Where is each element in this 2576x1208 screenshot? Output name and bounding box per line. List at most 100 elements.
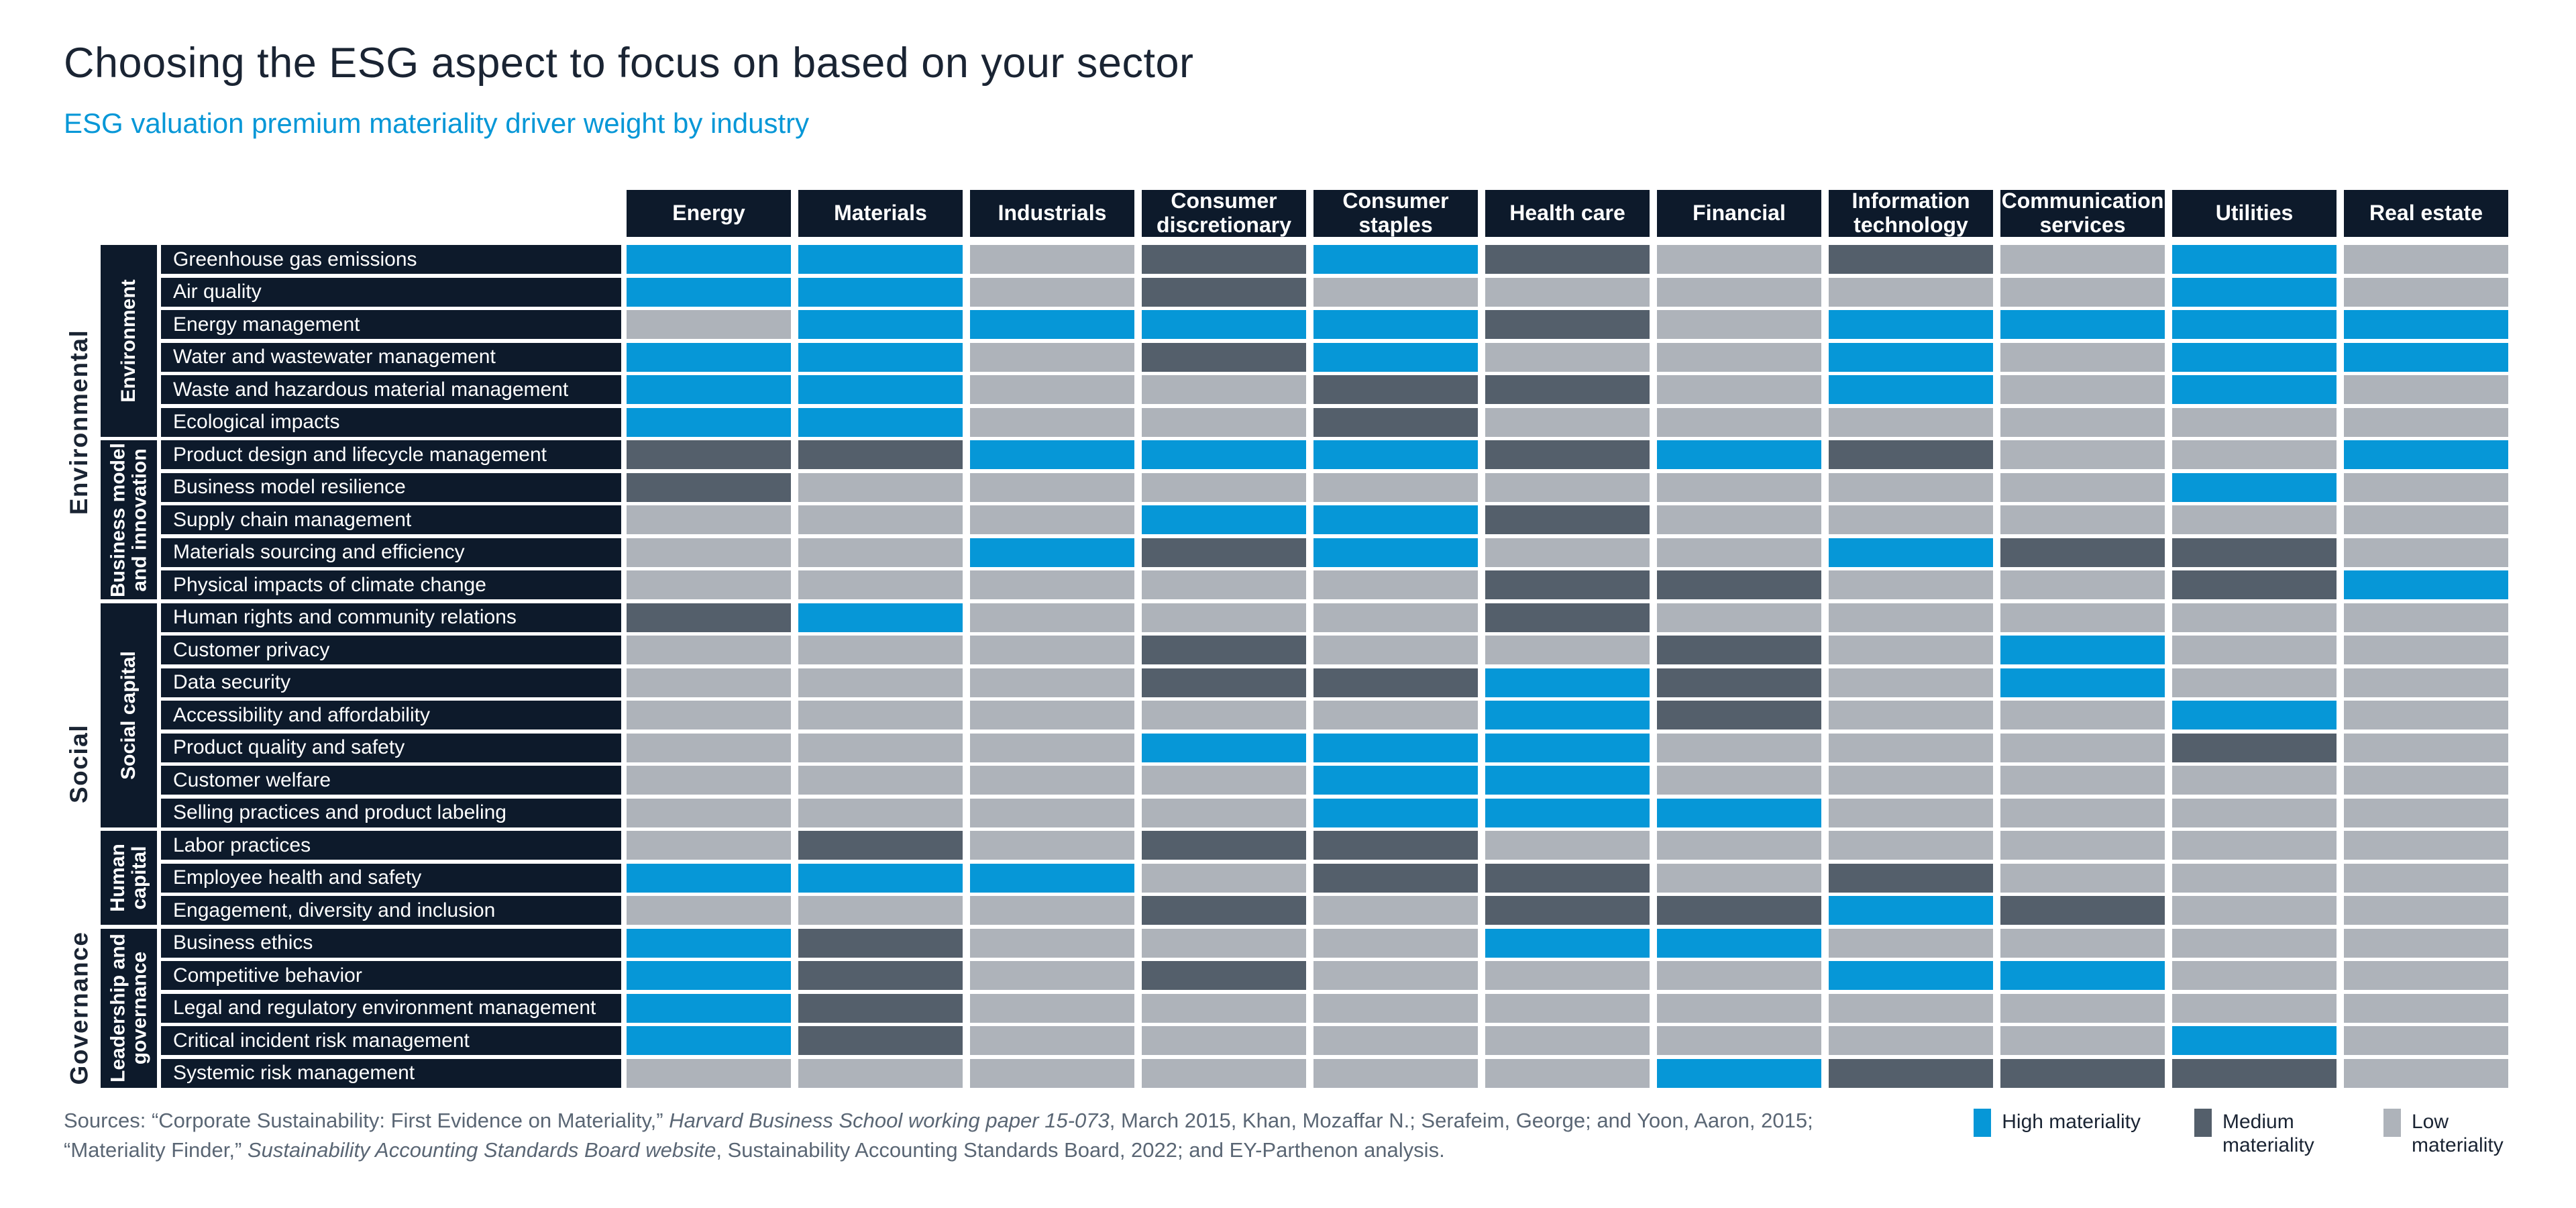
matrix-cell	[2172, 472, 2337, 502]
row-label: Labor practices	[161, 831, 621, 860]
matrix-cell	[2000, 342, 2165, 372]
matrix-cell	[1313, 831, 1478, 860]
sources-segment: Harvard Business School working paper 15…	[669, 1109, 1110, 1132]
matrix-cell	[798, 668, 963, 697]
matrix-cell	[1142, 342, 1306, 372]
row-label: Selling practices and product labeling	[161, 798, 621, 827]
legend-item-medium: Medium materiality	[2194, 1109, 2330, 1158]
matrix-cell	[627, 1058, 791, 1088]
matrix-cell	[1657, 831, 1821, 860]
matrix-cell	[2000, 636, 2165, 664]
matrix-cell	[1485, 863, 1650, 893]
matrix-cell	[1142, 766, 1306, 795]
footer: Sources: “Corporate Sustainability: Firs…	[64, 1106, 2519, 1165]
matrix-cell	[627, 993, 791, 1023]
matrix-cell	[1142, 538, 1306, 567]
matrix-cell	[2172, 1058, 2337, 1088]
matrix-cell	[1829, 277, 1993, 307]
matrix-cell	[1142, 245, 1306, 274]
row-label: Employee health and safety	[161, 863, 621, 893]
matrix-cell	[627, 505, 791, 534]
matrix-cell	[1485, 896, 1650, 925]
sources-segment: , March 2015, Khan, Mozaffar N.; Serafei…	[64, 1109, 1813, 1162]
matrix-cell	[1313, 798, 1478, 827]
matrix-cell	[1657, 863, 1821, 893]
matrix-cell	[798, 636, 963, 664]
matrix-cell	[1485, 993, 1650, 1023]
matrix-cell	[1829, 896, 1993, 925]
matrix-cell	[970, 538, 1134, 567]
matrix-cell	[1485, 1058, 1650, 1088]
row-label: Energy management	[161, 310, 621, 339]
matrix-cell	[970, 961, 1134, 990]
matrix-cell	[970, 505, 1134, 534]
matrix-cell	[2000, 472, 2165, 502]
matrix-cell	[970, 701, 1134, 729]
pillar-label: Governance	[65, 931, 93, 1085]
matrix-cell	[1142, 733, 1306, 762]
matrix-cell	[1142, 701, 1306, 729]
matrix-cell	[1829, 1026, 1993, 1055]
matrix-cell	[1142, 668, 1306, 697]
matrix-cell	[970, 733, 1134, 762]
matrix-cell	[2172, 277, 2337, 307]
matrix-cell	[2172, 407, 2337, 437]
matrix-cell	[1829, 733, 1993, 762]
matrix-cell	[627, 245, 791, 274]
matrix-cell	[2344, 342, 2508, 372]
matrix-cell	[1313, 375, 1478, 404]
matrix-cell	[798, 928, 963, 958]
matrix-cell	[1657, 472, 1821, 502]
matrix-cell	[1657, 961, 1821, 990]
column-header: Information technology	[1829, 189, 1993, 237]
matrix-cell	[2344, 505, 2508, 534]
pillar-box: Environmental	[60, 245, 98, 599]
matrix-cell	[1829, 472, 1993, 502]
matrix-cell	[798, 310, 963, 339]
matrix-cell	[1485, 766, 1650, 795]
matrix-cell	[1829, 505, 1993, 534]
matrix-cell	[627, 896, 791, 925]
matrix-cell	[1657, 570, 1821, 599]
matrix-cell	[970, 1026, 1134, 1055]
matrix-cell	[2000, 277, 2165, 307]
matrix-cell	[798, 733, 963, 762]
matrix-cell	[1485, 733, 1650, 762]
matrix-cell	[2172, 440, 2337, 469]
matrix-cell	[1657, 701, 1821, 729]
matrix-cell	[627, 766, 791, 795]
matrix-cell	[970, 440, 1134, 469]
matrix-cell	[970, 831, 1134, 860]
matrix-cell	[627, 407, 791, 437]
column-header: Health care	[1485, 190, 1650, 237]
matrix-cell	[1313, 1026, 1478, 1055]
matrix-cell	[1657, 538, 1821, 567]
matrix-cell	[2000, 603, 2165, 632]
matrix-cell	[1829, 798, 1993, 827]
matrix-cell	[2000, 766, 2165, 795]
matrix-cell	[1829, 375, 1993, 404]
matrix-cell	[970, 342, 1134, 372]
row-label: Engagement, diversity and inclusion	[161, 896, 621, 925]
matrix-cell	[1142, 636, 1306, 664]
matrix-cell	[1829, 603, 1993, 632]
matrix-cell	[1485, 798, 1650, 827]
matrix-cell	[627, 668, 791, 697]
matrix-cell	[627, 342, 791, 372]
medium-materiality-swatch-icon	[2194, 1109, 2212, 1137]
matrix-cell	[2172, 603, 2337, 632]
row-label: Critical incident risk management	[161, 1026, 621, 1055]
matrix-cell	[970, 603, 1134, 632]
matrix-cell	[2000, 993, 2165, 1023]
matrix-cell	[1142, 1026, 1306, 1055]
matrix-cell	[2344, 896, 2508, 925]
matrix-cell	[627, 472, 791, 502]
row-label: Business ethics	[161, 928, 621, 958]
matrix-cell	[970, 863, 1134, 893]
subgroup-label: Human capital	[107, 844, 150, 912]
sources-segment: Sustainability Accounting Standards Boar…	[247, 1138, 716, 1162]
matrix-cell	[798, 570, 963, 599]
matrix-cell	[2172, 375, 2337, 404]
column-header: Consumer staples	[1313, 189, 1478, 237]
column-header: Energy	[627, 190, 791, 237]
